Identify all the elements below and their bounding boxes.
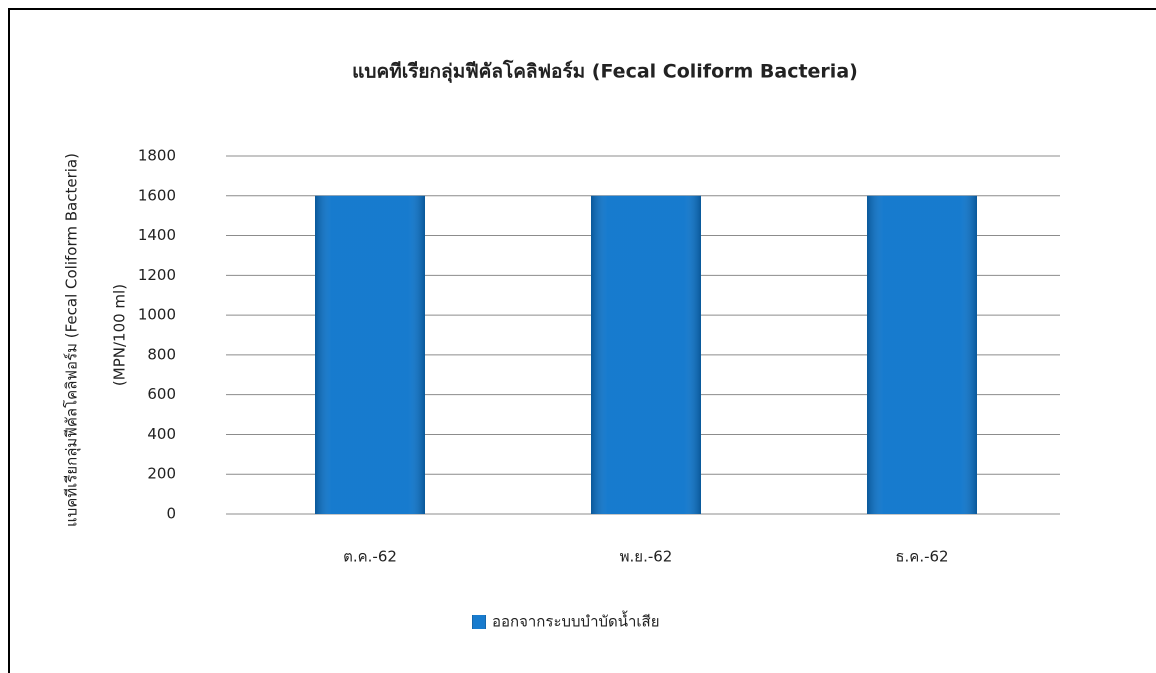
y-tick-label: 400: [147, 425, 176, 443]
y-axis-label: (MPN/100 ml): [111, 284, 129, 386]
y-tick-label: 1200: [138, 266, 176, 284]
bar-shade: [867, 195, 977, 514]
y-tick-label: 1800: [138, 147, 176, 165]
x-tick-label: ต.ค.-62: [343, 548, 397, 566]
x-tick-label: ธ.ค.-62: [895, 548, 948, 566]
y-tick-label: 1600: [138, 186, 176, 204]
legend-label: ออกจากระบบบำบัดน้ำเสีย: [492, 611, 660, 631]
y-tick-label: 200: [147, 465, 176, 483]
x-tick-label: พ.ย.-62: [620, 548, 673, 566]
legend-swatch-shade: [472, 615, 486, 629]
chart-title: แบคทีเรียกลุ่มฟีคัลโคลิฟอร์ม (Fecal Coli…: [352, 60, 858, 84]
frame: [8, 8, 1156, 673]
y-tick-label: 800: [147, 345, 176, 363]
bar-shade: [591, 195, 701, 514]
y-tick-label: 1400: [138, 226, 176, 244]
bar-shade: [315, 195, 425, 514]
y-tick-label: 1000: [138, 306, 176, 324]
y-axis-label: แบคทีเรียกลุ่มฟีคัลโคลิฟอร์ม (Fecal Coli…: [63, 153, 82, 527]
y-tick-label: 600: [147, 385, 176, 403]
y-tick-label: 0: [166, 505, 176, 523]
